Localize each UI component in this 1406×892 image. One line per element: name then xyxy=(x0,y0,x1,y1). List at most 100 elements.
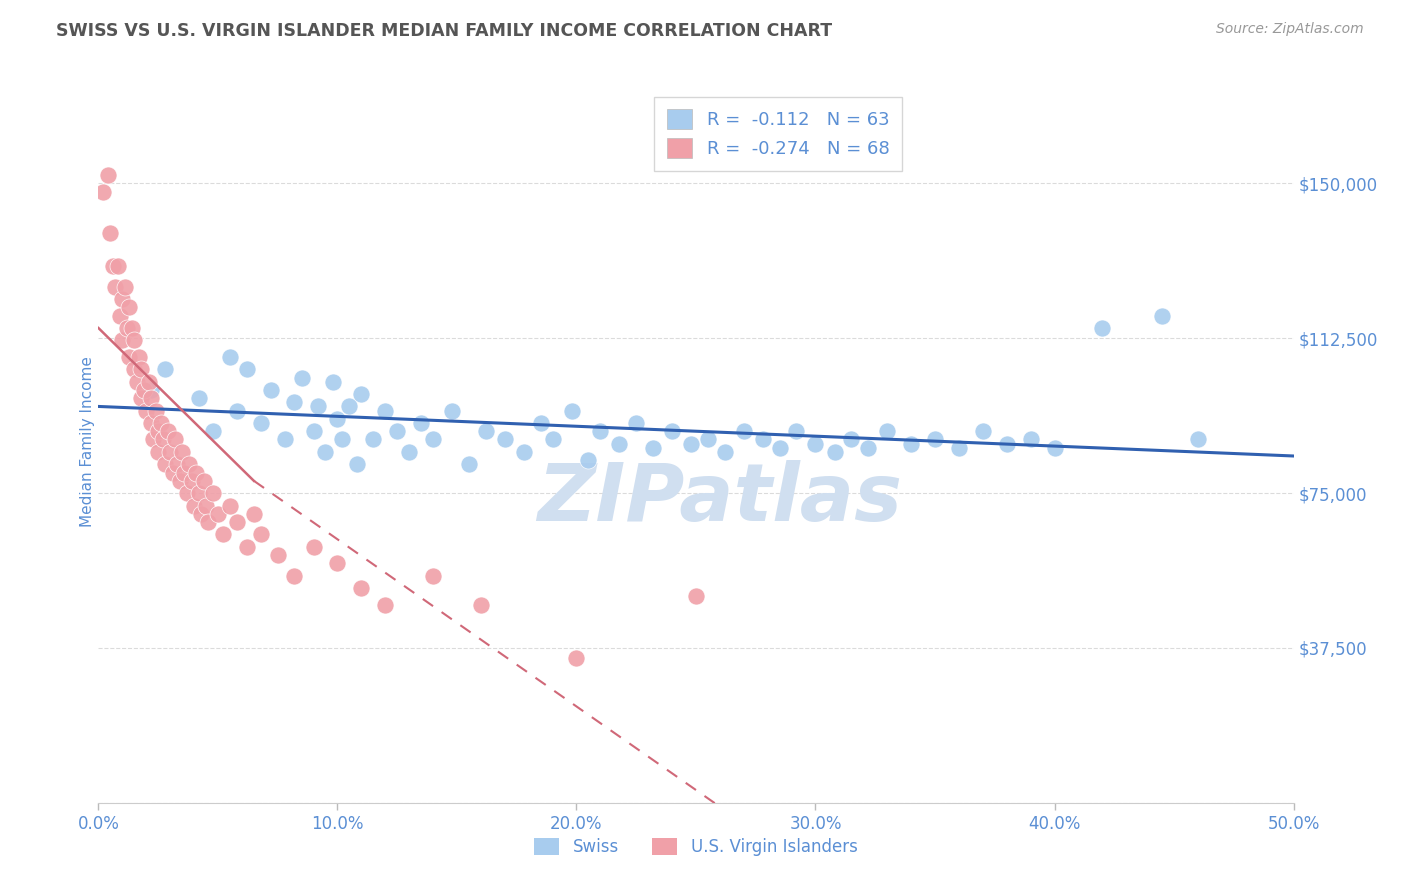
Text: Source: ZipAtlas.com: Source: ZipAtlas.com xyxy=(1216,22,1364,37)
Point xyxy=(315,445,337,459)
Point xyxy=(219,350,242,364)
Point xyxy=(589,424,612,438)
Point xyxy=(972,424,994,438)
Point xyxy=(98,226,122,240)
Point xyxy=(148,445,170,459)
Point xyxy=(190,507,212,521)
Point xyxy=(197,515,219,529)
Point xyxy=(104,279,127,293)
Point xyxy=(149,416,172,430)
Point xyxy=(474,424,496,438)
Point xyxy=(118,301,141,315)
Point xyxy=(91,185,114,199)
Point xyxy=(291,370,314,384)
Point xyxy=(195,499,218,513)
Point xyxy=(307,400,329,414)
Point xyxy=(441,403,464,417)
Point xyxy=(350,581,373,595)
Point xyxy=(274,433,297,447)
Point xyxy=(641,441,664,455)
Point xyxy=(226,403,249,417)
Point xyxy=(121,321,143,335)
Point xyxy=(330,433,353,447)
Point xyxy=(235,362,257,376)
Text: SWISS VS U.S. VIRGIN ISLANDER MEDIAN FAMILY INCOME CORRELATION CHART: SWISS VS U.S. VIRGIN ISLANDER MEDIAN FAM… xyxy=(56,22,832,40)
Point xyxy=(156,424,179,438)
Point xyxy=(350,387,373,401)
Point xyxy=(226,515,249,529)
Point xyxy=(155,362,177,376)
Point xyxy=(267,548,290,562)
Point xyxy=(752,433,775,447)
Point xyxy=(124,362,146,376)
Point xyxy=(250,527,273,541)
Point xyxy=(363,433,385,447)
Point xyxy=(243,507,266,521)
Point xyxy=(173,466,195,480)
Point xyxy=(1043,441,1066,455)
Point xyxy=(125,375,148,389)
Point xyxy=(193,474,215,488)
Point xyxy=(494,433,516,447)
Text: ZIPatlas: ZIPatlas xyxy=(537,460,903,539)
Point xyxy=(180,474,202,488)
Point xyxy=(148,424,170,438)
Point xyxy=(1091,321,1114,335)
Point xyxy=(326,557,349,571)
Point xyxy=(139,391,162,405)
Point xyxy=(530,416,553,430)
Point xyxy=(118,350,141,364)
Point xyxy=(768,441,790,455)
Point xyxy=(187,391,209,405)
Point xyxy=(111,334,134,348)
Point xyxy=(135,403,157,417)
Point xyxy=(824,445,846,459)
Point xyxy=(283,395,305,409)
Point xyxy=(172,445,194,459)
Point xyxy=(900,436,922,450)
Point xyxy=(609,436,631,450)
Point xyxy=(111,292,134,306)
Point xyxy=(114,279,136,293)
Point xyxy=(107,259,129,273)
Point xyxy=(470,598,492,612)
Point xyxy=(374,403,396,417)
Point xyxy=(422,433,444,447)
Point xyxy=(138,375,160,389)
Point xyxy=(128,350,150,364)
Point xyxy=(202,424,225,438)
Point xyxy=(876,424,898,438)
Point xyxy=(108,309,131,323)
Point xyxy=(163,433,186,447)
Point xyxy=(948,441,970,455)
Point xyxy=(139,416,162,430)
Y-axis label: Median Family Income: Median Family Income xyxy=(80,356,94,527)
Point xyxy=(804,436,827,450)
Point xyxy=(142,433,165,447)
Point xyxy=(374,598,396,612)
Point xyxy=(339,400,361,414)
Point xyxy=(697,433,720,447)
Point xyxy=(283,568,305,582)
Point xyxy=(169,474,191,488)
Point xyxy=(856,441,879,455)
Point xyxy=(422,568,444,582)
Legend: Swiss, U.S. Virgin Islanders: Swiss, U.S. Virgin Islanders xyxy=(527,831,865,863)
Point xyxy=(322,375,344,389)
Point xyxy=(1152,309,1174,323)
Point xyxy=(152,433,174,447)
Point xyxy=(713,445,735,459)
Point xyxy=(841,433,863,447)
Point xyxy=(183,499,205,513)
Point xyxy=(1019,433,1042,447)
Point xyxy=(785,424,807,438)
Point xyxy=(145,403,167,417)
Point xyxy=(995,436,1018,450)
Point xyxy=(302,424,325,438)
Point xyxy=(326,412,349,426)
Point xyxy=(685,590,707,604)
Point xyxy=(101,259,124,273)
Point xyxy=(458,457,481,471)
Point xyxy=(578,453,600,467)
Point xyxy=(385,424,409,438)
